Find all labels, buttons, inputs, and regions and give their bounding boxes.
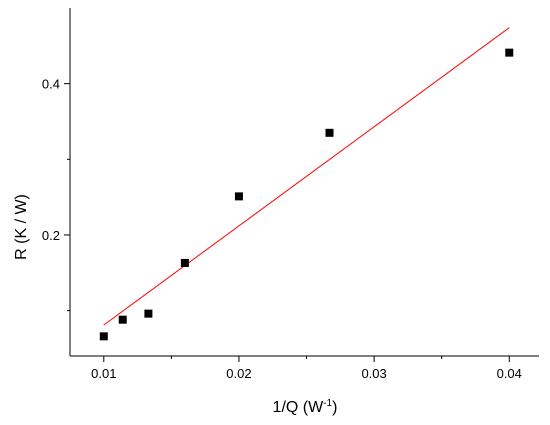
y-tick-label: 0.2 bbox=[42, 228, 60, 243]
x-tick-label: 0.01 bbox=[91, 366, 116, 381]
y-tick-label: 0.4 bbox=[42, 77, 60, 92]
x-axis-title: 1/Q (W-1) bbox=[273, 398, 338, 416]
data-point bbox=[144, 309, 153, 318]
chart-axes: 0.01 0.02 0.03 0.04 0.2 0.4 bbox=[42, 8, 539, 381]
x-tick-label: 0.02 bbox=[226, 366, 251, 381]
x-tick-label: 0.04 bbox=[497, 366, 522, 381]
data-point bbox=[505, 48, 514, 57]
x-tick-label: 0.03 bbox=[361, 366, 386, 381]
data-point bbox=[118, 315, 127, 324]
data-point bbox=[99, 332, 108, 341]
fit-line-group bbox=[103, 27, 510, 326]
data-point bbox=[180, 258, 189, 267]
data-points-group bbox=[99, 48, 514, 341]
fit-line bbox=[103, 27, 510, 326]
data-point bbox=[234, 192, 243, 201]
data-point bbox=[325, 128, 334, 137]
y-axis-title: R (K / W) bbox=[13, 194, 30, 260]
